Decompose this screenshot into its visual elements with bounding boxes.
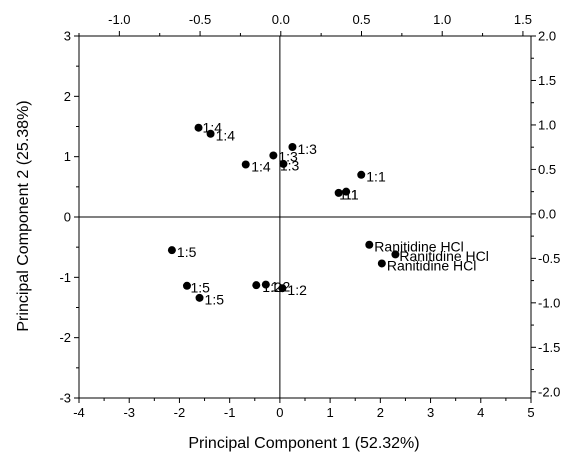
data-point — [365, 240, 374, 249]
data-point — [377, 259, 386, 268]
point-label: 1:4 — [203, 120, 223, 136]
points-layer — [167, 123, 400, 302]
point-label: 1:2 — [262, 279, 282, 295]
data-point — [241, 160, 250, 169]
point-label: Ranitidine HCl — [387, 257, 476, 273]
top-tick-label: 0.5 — [352, 12, 370, 27]
y-tick-label: 0 — [64, 210, 71, 225]
data-point — [288, 143, 297, 152]
point-label: 1:4 — [251, 158, 271, 174]
y-tick-label: 3 — [64, 29, 71, 44]
point-label: 1:3 — [278, 149, 298, 165]
x-tick-label: -1 — [224, 405, 236, 420]
x-tick-label: -3 — [123, 405, 135, 420]
top-tick-label: 1.5 — [514, 12, 532, 27]
point-label: 1:1 — [339, 187, 359, 203]
right-tick-label: 1.5 — [538, 73, 556, 88]
right-tick-label: 0.5 — [538, 162, 556, 177]
x-tick-label: 0 — [276, 405, 283, 420]
point-labels-layer: 1:41:41:41:31:31:31:1111:11:51:51:51:21:… — [177, 120, 489, 308]
y-tick-label: -1 — [59, 270, 71, 285]
point-label: 1:5 — [190, 280, 210, 296]
point-label: 1:1 — [366, 169, 386, 185]
point-label: 1:2 — [287, 282, 307, 298]
point-label: 1:4 — [216, 128, 236, 144]
top-tick-label: 0.0 — [272, 12, 290, 27]
y-tick-label: 2 — [64, 89, 71, 104]
x-tick-label: 1 — [326, 405, 333, 420]
x-tick-label: 4 — [477, 405, 484, 420]
right-tick-label: 2.0 — [538, 29, 556, 44]
point-label: 1:5 — [177, 244, 197, 260]
point-label: 1:2 — [271, 278, 291, 294]
data-point — [357, 170, 366, 179]
x-tick-label: 2 — [377, 405, 384, 420]
y-tick-label: -3 — [59, 391, 71, 406]
right-tick-label: -1.5 — [538, 340, 560, 355]
data-point — [167, 246, 176, 255]
x-tick-label: -4 — [73, 405, 85, 420]
top-tick-label: 1.0 — [433, 12, 451, 27]
x-tick-label: 5 — [527, 405, 534, 420]
data-point — [194, 123, 203, 132]
data-point — [269, 151, 278, 160]
data-point — [278, 284, 287, 293]
y-tick-label: -2 — [59, 330, 71, 345]
top-tick-label: -0.5 — [189, 12, 211, 27]
data-point — [206, 129, 215, 138]
top-tick-label: -1.0 — [108, 12, 130, 27]
right-tick-label: -1.0 — [538, 295, 560, 310]
data-point — [342, 187, 351, 196]
right-tick-label: 1.0 — [538, 117, 556, 132]
data-point — [279, 159, 288, 168]
point-label: Ranitidine HCl — [399, 248, 488, 264]
x-axis-title: Principal Component 1 (52.32%) — [188, 435, 419, 452]
point-label: 1:5 — [205, 292, 225, 308]
right-tick-label: -0.5 — [538, 251, 560, 266]
point-label: 11 — [344, 187, 359, 203]
data-point — [261, 280, 270, 289]
point-label: Ranitidine HCl — [374, 239, 463, 255]
point-label: 1:3 — [280, 158, 300, 174]
point-label: 1:3 — [297, 141, 317, 157]
y-axis-title: Principal Component 2 (25.38%) — [15, 100, 32, 331]
x-tick-label: 3 — [427, 405, 434, 420]
data-point — [334, 188, 343, 197]
right-tick-label: 0.0 — [538, 206, 556, 221]
x-tick-label: -2 — [174, 405, 186, 420]
right-tick-label: -2.0 — [538, 384, 560, 399]
data-point — [391, 250, 400, 259]
data-point — [252, 281, 261, 290]
data-point — [195, 293, 204, 302]
y-tick-label: 1 — [64, 149, 71, 164]
data-point — [182, 281, 191, 290]
